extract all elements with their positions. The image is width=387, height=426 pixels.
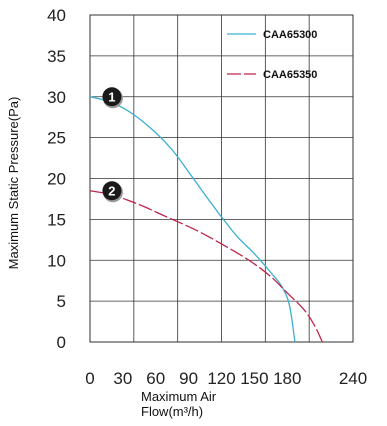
- x-tick-label: 30: [113, 369, 132, 388]
- legend-label: CAA65350: [263, 69, 317, 81]
- marker-label: 1: [108, 89, 115, 104]
- marker-2: [102, 181, 122, 201]
- x-tick-label: 0: [85, 369, 94, 388]
- legend: CAA65300 CAA65350: [227, 29, 317, 81]
- y-tick-label: 5: [57, 292, 66, 311]
- x-axis-label-line-2: Flow(m³/h): [141, 404, 203, 419]
- series-line-CAA65300: [89, 96, 296, 343]
- y-tick-label: 10: [47, 251, 66, 270]
- marker-1: [102, 87, 122, 107]
- curves: [89, 96, 323, 343]
- tick-labels: 0 5 10 15 20 25 30 35 40 0 30 60 90 120 150 180 240: [47, 6, 367, 388]
- y-tick-label: 30: [47, 88, 66, 107]
- y-tick-label: 0: [57, 333, 66, 352]
- y-tick-label: 15: [47, 210, 66, 229]
- y-tick-label: 40: [47, 6, 66, 25]
- x-tick-label: 180: [273, 369, 301, 388]
- series-line-CAA65350: [89, 190, 323, 343]
- marker-label: 2: [108, 183, 115, 198]
- y-tick-label: 25: [47, 129, 66, 148]
- y-axis-label: Maximum Static Pressure(Pa): [6, 97, 21, 270]
- grid: [89, 14, 354, 343]
- y-tick-label: 35: [47, 47, 66, 66]
- y-tick-label: 20: [47, 170, 66, 189]
- legend-label: CAA65300: [263, 29, 317, 41]
- x-axis-label-line-1: Maximum Air: [141, 389, 217, 404]
- x-tick-label: 120: [207, 369, 235, 388]
- x-tick-label: 240: [339, 369, 367, 388]
- x-tick-label: 150: [240, 369, 268, 388]
- markers: 12: [102, 87, 123, 203]
- x-tick-label: 60: [146, 369, 165, 388]
- x-tick-label: 90: [179, 369, 198, 388]
